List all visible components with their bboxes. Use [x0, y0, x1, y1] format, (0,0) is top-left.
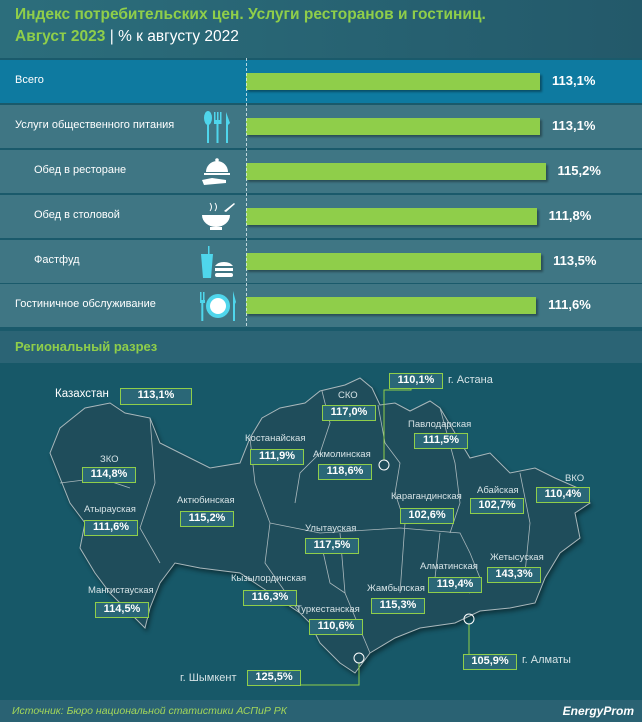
- region-value: 125,5%: [247, 670, 301, 686]
- regional-map: Казахстан 113,1% г. Астана 110,1% СКО 117,0…: [0, 363, 642, 700]
- region-label: Жамбылская: [367, 583, 425, 594]
- almaty-marker: [463, 613, 475, 625]
- bar-value-label: 113,1%: [552, 73, 596, 88]
- bar: [246, 163, 546, 180]
- region-value: 115,2%: [180, 511, 234, 527]
- bar-category-label: Всего: [15, 74, 44, 86]
- region-label: г. Астана: [448, 374, 493, 386]
- country-label: Казахстан: [55, 388, 109, 400]
- source-note: Источник: Бюро национальной статистики А…: [12, 705, 287, 717]
- bar-row: Обед в столовой 111,8%: [0, 195, 642, 238]
- region-label: Абайская: [477, 485, 519, 496]
- region-label: Карагандинская: [391, 491, 462, 502]
- bar-category-label: Обед в столовой: [34, 209, 120, 221]
- region-value: 114,8%: [82, 467, 136, 483]
- bar: [246, 73, 541, 90]
- region-value: 117,0%: [322, 405, 376, 421]
- region-value: 102,6%: [400, 508, 454, 524]
- plate-icon: [196, 288, 238, 324]
- bar: [246, 118, 541, 135]
- bar-value-label: 115,2%: [557, 163, 601, 178]
- region-value: 102,7%: [470, 498, 524, 514]
- region-value: 105,9%: [463, 654, 517, 670]
- header: Индекс потребительских цен. Услуги ресто…: [0, 0, 642, 58]
- baseline: [246, 58, 247, 326]
- region-label: г. Алматы: [522, 654, 571, 666]
- region-value: 111,6%: [84, 520, 138, 536]
- region-label: ЗКО: [100, 454, 119, 465]
- region-label: Костанайская: [245, 433, 306, 444]
- separator: |: [109, 28, 114, 45]
- region-value: 110,4%: [536, 487, 590, 503]
- region-label: Атырауская: [84, 504, 136, 515]
- bar-row: Услуги общественного питания 113,1%: [0, 105, 642, 148]
- bar-row: Фастфуд 113,5%: [0, 240, 642, 283]
- region-label: Улытауская: [305, 523, 357, 534]
- region-label: ВКО: [565, 473, 585, 484]
- page-title: Индекс потребительских цен. Услуги ресто…: [15, 6, 486, 23]
- region-value: 119,4%: [428, 577, 482, 593]
- cutlery-icon: [196, 109, 238, 145]
- region-label: Павлодарская: [408, 419, 472, 430]
- bar-category-label: Гостиничное обслуживание: [15, 298, 156, 310]
- region-value: 143,3%: [487, 567, 541, 583]
- region-label: г. Шымкент: [180, 672, 237, 684]
- fastfood-icon: [196, 244, 238, 280]
- bar-row: Гостиничное обслуживание 111,6%: [0, 284, 642, 327]
- region-value: 115,3%: [371, 598, 425, 614]
- footer: Источник: Бюро национальной статистики А…: [0, 700, 642, 722]
- bar-value-label: 113,5%: [553, 253, 597, 268]
- energyprom-logo: EnergyProm: [562, 704, 634, 718]
- regional-section-header: Региональный разрез: [0, 331, 642, 363]
- region-value: 111,9%: [250, 449, 304, 465]
- astana-marker: [378, 459, 390, 471]
- country-value: 113,1%: [120, 388, 192, 405]
- bowl-icon: [196, 199, 238, 235]
- unit: % к августу 2022: [118, 28, 239, 45]
- bar-category-label: Обед в ресторане: [34, 164, 127, 176]
- subtitle: Август 2023 | % к августу 2022: [15, 28, 239, 46]
- bar-row: Обед в ресторане 115,2%: [0, 150, 642, 193]
- region-label: Жетысуская: [490, 552, 544, 563]
- region-value: 110,6%: [309, 619, 363, 635]
- bar-category-label: Фастфуд: [34, 254, 80, 266]
- bar: [246, 297, 537, 314]
- bar-value-label: 113,1%: [552, 118, 596, 133]
- region-label: Кызылординская: [231, 573, 307, 584]
- region-value: 118,6%: [318, 464, 372, 480]
- region-label: Туркестанская: [296, 604, 360, 615]
- bar: [246, 208, 537, 225]
- region-label: Акмолинская: [313, 449, 371, 460]
- region-label: СКО: [338, 390, 358, 401]
- region-value: 116,3%: [243, 590, 297, 606]
- region-value: 114,5%: [95, 602, 149, 618]
- bar-value-label: 111,6%: [548, 297, 591, 312]
- period: Август 2023: [15, 28, 106, 45]
- bar: [246, 253, 542, 270]
- cloche-icon: [196, 154, 238, 190]
- region-label: Мангистауская: [88, 585, 154, 596]
- region-value: 111,5%: [414, 433, 468, 449]
- section-title: Региональный разрез: [15, 339, 158, 354]
- bar-value-label: 111,8%: [548, 208, 592, 223]
- bar-category-label: Услуги общественного питания: [15, 119, 175, 131]
- region-value: 110,1%: [389, 373, 443, 389]
- region-label: Актюбинская: [177, 495, 235, 506]
- shymkent-marker: [353, 652, 365, 664]
- region-label: Алматинская: [420, 561, 478, 572]
- region-value: 117,5%: [305, 538, 359, 554]
- bar-row: Всего 113,1%: [0, 60, 642, 103]
